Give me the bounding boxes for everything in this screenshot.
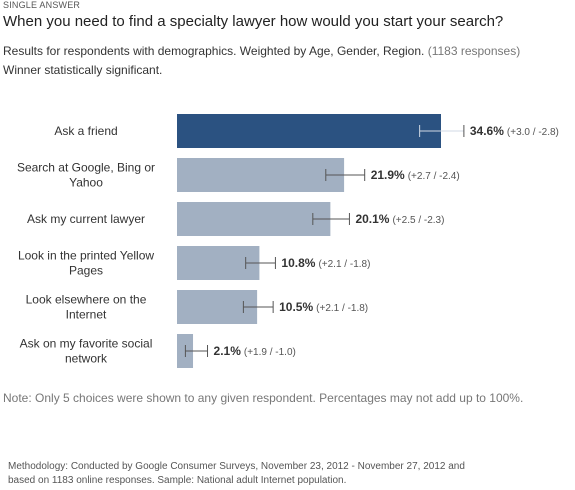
category-label: Search at Google, Bing or — [17, 161, 155, 175]
value-percent: 10.5% — [279, 300, 313, 314]
value-percent: 21.9% — [371, 168, 405, 182]
error-range: (+2.1 / -1.8) — [318, 259, 370, 270]
error-range: (+1.9 / -1.0) — [244, 347, 296, 358]
category-label: Look elsewhere on the — [26, 293, 147, 307]
value-percent: 2.1% — [214, 344, 242, 358]
value-label: 2.1% (+1.9 / -1.0) — [214, 344, 296, 358]
value-label: 10.8% (+2.1 / -1.8) — [281, 256, 370, 270]
value-percent: 20.1% — [355, 212, 389, 226]
value-label: 20.1% (+2.5 / -2.3) — [355, 212, 444, 226]
value-label: 10.5% (+2.1 / -1.8) — [279, 300, 368, 314]
value-percent: 10.8% — [281, 256, 315, 270]
category-label: Ask my current lawyer — [27, 212, 145, 226]
error-range: (+2.7 / -2.4) — [408, 171, 460, 182]
category-label: Yahoo — [69, 176, 103, 190]
subtitle-text: Results for respondents with demographic… — [3, 44, 425, 58]
category-label: Pages — [69, 264, 103, 278]
error-range: (+3.0 / -2.8) — [507, 127, 559, 138]
bar — [177, 202, 331, 236]
category-label: Internet — [66, 308, 107, 322]
category-label: Ask a friend — [54, 124, 117, 138]
footnote: Note: Only 5 choices were shown to any g… — [3, 391, 524, 405]
value-percent: 34.6% — [470, 124, 504, 138]
error-range: (+2.1 / -1.8) — [316, 303, 368, 314]
error-range: (+2.5 / -2.3) — [392, 215, 444, 226]
question-type-label: SINGLE ANSWER — [3, 0, 81, 10]
category-label: network — [65, 352, 108, 366]
value-label: 34.6% (+3.0 / -2.8) — [470, 124, 559, 138]
bar-chart: Ask a friend 34.6% (+3.0 / -2.8) Search at … — [17, 114, 559, 368]
response-count: (1183 responses) — [427, 44, 521, 58]
category-label: Look in the printed Yellow — [18, 249, 154, 263]
methodology-line-2: based on 1183 online responses. Sample: … — [8, 475, 347, 486]
bar — [177, 114, 441, 148]
results-subtitle: Results for respondents with demographic… — [3, 44, 520, 58]
bar — [177, 158, 345, 192]
value-label: 21.9% (+2.7 / -2.4) — [371, 168, 460, 182]
significance-note: Winner statistically significant. — [3, 63, 163, 77]
methodology-line-1: Methodology: Conducted by Google Consume… — [8, 461, 465, 472]
category-label: Ask on my favorite social — [20, 337, 153, 351]
methodology: Methodology: Conducted by Google Consume… — [8, 460, 528, 488]
question-title: When you need to find a specialty lawyer… — [3, 13, 504, 30]
